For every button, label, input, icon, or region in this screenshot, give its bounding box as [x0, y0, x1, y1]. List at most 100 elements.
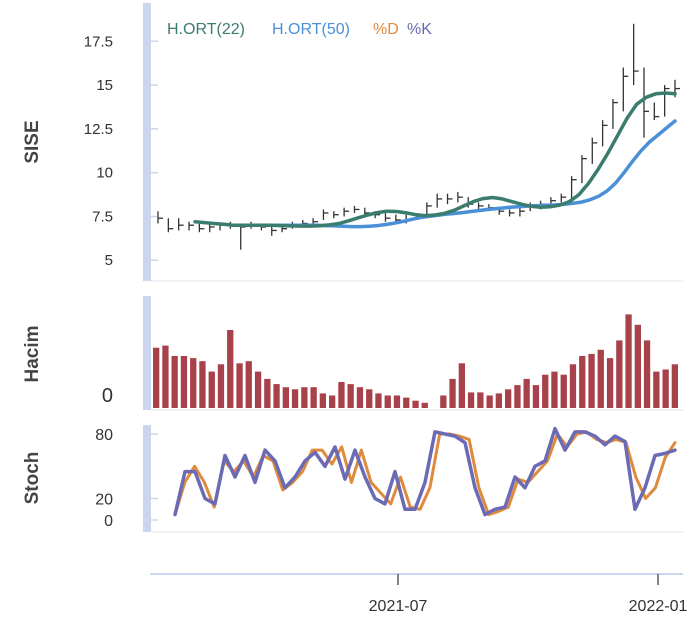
- volume-bar: [421, 402, 428, 408]
- price-bar: [426, 202, 432, 215]
- volume-bar: [412, 400, 419, 408]
- volume-bar: [403, 397, 410, 408]
- x-tick-label: 2022-01: [629, 598, 688, 615]
- volume-bar: [375, 393, 382, 408]
- price-bar: [322, 209, 329, 220]
- price-bar: [591, 137, 598, 164]
- volume-bar: [625, 314, 632, 408]
- price-y-tick-label: 5: [105, 252, 113, 269]
- volume-bar: [338, 382, 345, 408]
- x-tick-label: 2021-07: [369, 598, 428, 615]
- volume-bar: [199, 361, 206, 408]
- volume-bar: [217, 364, 225, 408]
- volume-bar: [643, 340, 651, 408]
- price-y-tick-label: 10: [96, 165, 113, 182]
- stoch-y-tick-label: 0: [104, 513, 113, 530]
- price-bar: [167, 218, 174, 233]
- price-bar: [333, 211, 339, 219]
- price-bar: [271, 226, 277, 236]
- price-y-tick-label: 7.5: [92, 208, 113, 225]
- volume-bar: [153, 347, 160, 408]
- volume-bar: [384, 395, 391, 408]
- legend-item: H.ORT(50): [272, 21, 350, 38]
- volume-bar: [190, 358, 197, 408]
- price-y-tick-label: 12.5: [84, 121, 113, 138]
- price-bar: [353, 205, 360, 213]
- legend-item: %K: [407, 21, 432, 38]
- volume-bar: [227, 330, 234, 408]
- stoch-y-axis-label: Stoch: [22, 452, 43, 505]
- price-bar: [188, 221, 195, 231]
- volume-bar: [579, 356, 586, 408]
- price-bar: [343, 207, 350, 217]
- price-bar: [240, 225, 246, 250]
- volume-bar: [505, 389, 512, 408]
- volume-bar: [291, 389, 299, 408]
- ma22-line: [193, 91, 677, 228]
- volume-bar: [486, 395, 493, 408]
- price-y-axis-label: SISE: [22, 120, 43, 163]
- volume-bar: [282, 387, 289, 408]
- volume-bar: [458, 363, 465, 408]
- volume-bar: [319, 393, 326, 408]
- volume-bar: [560, 374, 567, 408]
- price-bar: [198, 223, 205, 233]
- stoch-panel: Stoch 0 20 80: [22, 425, 683, 533]
- volume-bar: [162, 345, 169, 408]
- legend-item: %D: [373, 21, 399, 38]
- volume-bar: [653, 371, 660, 408]
- stoch-y-tick-label: 80: [95, 427, 113, 444]
- price-bar: [477, 202, 484, 210]
- chart-panels: 5 7.5 10 12.5 15 17.5 SISE H.ORT(22) H.ORT(50) %D…: [22, 3, 683, 533]
- price-panel: 5 7.5 10 12.5 15 17.5 SISE H.ORT(22) H.ORT(50) %D…: [22, 3, 683, 282]
- price-bar: [560, 193, 567, 203]
- volume-bar: [569, 364, 577, 408]
- volume-bar: [449, 378, 456, 408]
- volume-bar: [264, 378, 271, 408]
- price-y-tick-label: 15: [96, 77, 113, 94]
- price-bar: [570, 176, 577, 199]
- stoch-panel-band: [143, 425, 151, 532]
- price-bar: [209, 223, 215, 233]
- stoch-y-tick-label: 20: [95, 492, 113, 509]
- ma50-line: [248, 119, 677, 229]
- volume-bar: [329, 395, 336, 408]
- volume-bar: [273, 384, 280, 408]
- price-panel-band: [143, 3, 151, 281]
- price-bar: [653, 102, 660, 121]
- volume-bar: [551, 371, 558, 408]
- price-y-tick-label: 17.5: [84, 33, 113, 50]
- volume-bar: [310, 387, 317, 408]
- volume-panel-band: [143, 296, 151, 410]
- price-bar: [446, 193, 453, 205]
- price-bar: [581, 155, 587, 184]
- volume-bar: [616, 340, 623, 408]
- volume-y-axis-label: Hacim: [22, 325, 43, 382]
- volume-bar: [634, 324, 641, 408]
- x-axis: 2021-07 2022-01: [150, 573, 688, 615]
- volume-bar: [523, 378, 530, 408]
- price-bar: [508, 209, 515, 217]
- price-bar: [632, 23, 639, 86]
- volume-bar: [477, 392, 484, 408]
- volume-bar: [597, 349, 604, 408]
- volume-bar: [514, 385, 521, 408]
- price-bar: [178, 218, 184, 231]
- volume-bar: [606, 358, 614, 408]
- volume-bar: [467, 392, 475, 408]
- volume-bar: [347, 384, 354, 408]
- price-bar: [664, 85, 670, 117]
- price-bar: [601, 120, 608, 147]
- price-bar: [622, 67, 629, 112]
- volume-bar: [671, 364, 678, 408]
- volume-bar: [542, 374, 549, 408]
- price-bar: [612, 99, 618, 129]
- legend-item: H.ORT(22): [167, 21, 245, 38]
- legend: H.ORT(22) H.ORT(50) %D %K: [167, 21, 432, 38]
- volume-bar: [588, 353, 595, 408]
- volume-bar: [171, 356, 178, 408]
- volume-bar: [662, 369, 669, 408]
- volume-bar: [180, 356, 188, 408]
